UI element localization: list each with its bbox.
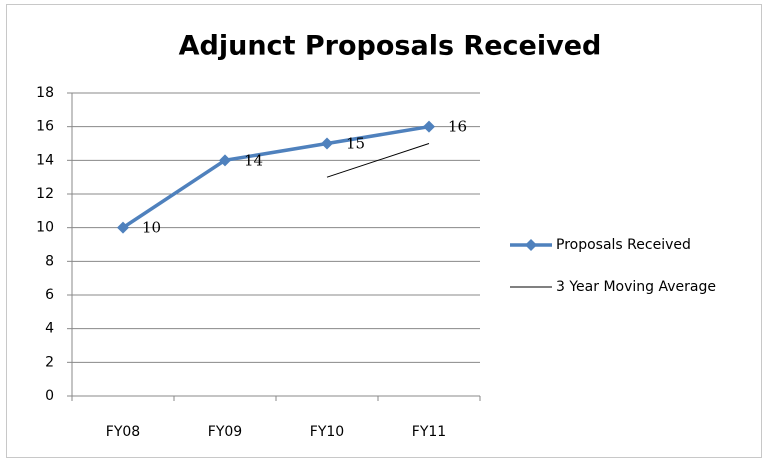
data-label: 10: [142, 219, 161, 237]
x-tick-label: FY08: [106, 424, 140, 440]
y-tick-label: 6: [45, 287, 54, 303]
legend-label: 3 Year Moving Average: [556, 279, 716, 295]
y-tick-label: 4: [45, 321, 54, 337]
y-tick-label: 0: [45, 388, 54, 404]
x-tick-label: FY11: [412, 424, 446, 440]
y-tick-label: 12: [36, 186, 54, 202]
data-point: [423, 120, 435, 133]
data-label: 15: [346, 135, 365, 153]
y-tick-label: 8: [45, 253, 54, 269]
data-point: [321, 137, 333, 150]
data-point: [117, 221, 129, 234]
data-label: 16: [448, 118, 467, 136]
y-tick-label: 10: [36, 220, 54, 236]
data-label: 14: [244, 151, 263, 169]
x-tick-label: FY09: [208, 424, 242, 440]
y-tick-label: 14: [36, 152, 54, 168]
x-tick-label: FY10: [310, 424, 344, 440]
y-tick-label: 16: [36, 119, 54, 135]
y-tick-label: 18: [36, 85, 54, 101]
series-line: [326, 143, 430, 178]
data-point: [219, 154, 231, 167]
y-tick-label: 2: [45, 354, 54, 370]
chart-title: Adjunct Proposals Received: [179, 31, 602, 62]
chart-frame: [6, 4, 762, 458]
series-line: [122, 124, 430, 230]
legend-marker: [525, 239, 537, 251]
legend-label: Proposals Received: [556, 237, 691, 253]
